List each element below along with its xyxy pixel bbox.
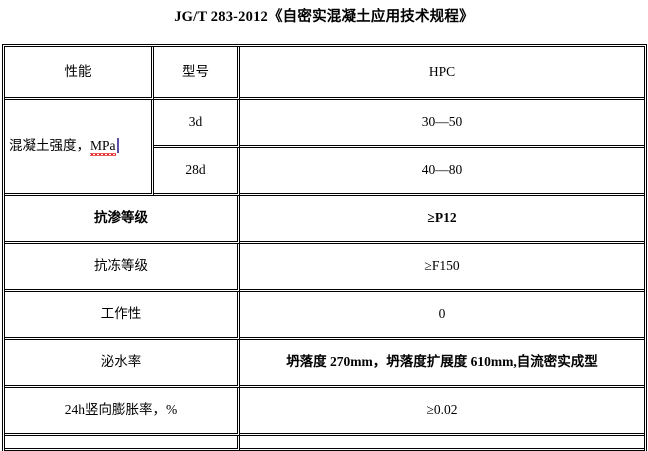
table-row: 泌水率 坍落度 270mm，坍落度扩展度 610mm,自流密实成型 — [5, 340, 644, 388]
cell-24h-vertical-expansion-rate-value: ≥0.02 — [240, 388, 644, 436]
row-label-concrete-strength: 混凝土强度，MPa — [5, 100, 154, 196]
row-label-impermeability-grade: 抗渗等级 — [5, 196, 240, 244]
table-row: 工作性 0 — [5, 292, 644, 340]
page-title: JG/T 283-2012《自密实混凝土应用技术规程》 — [174, 9, 474, 25]
cell-age-28d: 28d — [154, 148, 240, 196]
cell-impermeability-grade-value: ≥P12 — [240, 196, 644, 244]
table-header-row: 性能 型号 HPC — [5, 47, 644, 100]
header-cell-model: 型号 — [154, 47, 240, 100]
cell-age-3d: 3d — [154, 100, 240, 148]
table-row: 28d 40—80 — [5, 148, 644, 196]
concrete-spec-table: 性能 型号 HPC 混凝土强度，MPa 3d 30—50 28d 40—80 抗… — [2, 44, 647, 451]
table-row: 24h竖向膨胀率，% ≥0.02 — [5, 388, 644, 436]
row-label-workability: 工作性 — [5, 292, 240, 340]
cell-strength-28d-value: 40—80 — [240, 148, 644, 196]
cell-frost-resistance-grade-value: ≥F150 — [240, 244, 644, 292]
row-label-24h-vertical-expansion-rate: 24h竖向膨胀率，% — [5, 388, 240, 436]
cell-truncated-label — [5, 436, 240, 451]
concrete-strength-label-text: 混凝土强度， — [9, 137, 90, 153]
row-label-frost-resistance-grade: 抗冻等级 — [5, 244, 240, 292]
cell-workability-value: 0 — [240, 292, 644, 340]
table-row-truncated — [5, 436, 644, 451]
spellcheck-misspelling: MPa — [90, 137, 116, 157]
table-row: 抗渗等级 ≥P12 — [5, 196, 644, 244]
row-label-bleeding-rate: 泌水率 — [5, 340, 240, 388]
cell-bleeding-rate-value: 坍落度 270mm，坍落度扩展度 610mm,自流密实成型 — [240, 340, 644, 388]
cell-truncated-value — [240, 436, 644, 451]
unit-mpa-text: MPa — [90, 137, 116, 153]
table-row: 抗冻等级 ≥F150 — [5, 244, 644, 292]
header-cell-product: HPC — [240, 47, 644, 100]
document-page: JG/T 283-2012《自密实混凝土应用技术规程》 性能 型号 HPC 混凝… — [2, 9, 647, 451]
text-caret — [116, 137, 119, 153]
cell-strength-3d-value: 30—50 — [240, 100, 644, 148]
header-cell-performance: 性能 — [5, 47, 154, 100]
table-row: 混凝土强度，MPa 3d 30—50 — [5, 100, 644, 196]
